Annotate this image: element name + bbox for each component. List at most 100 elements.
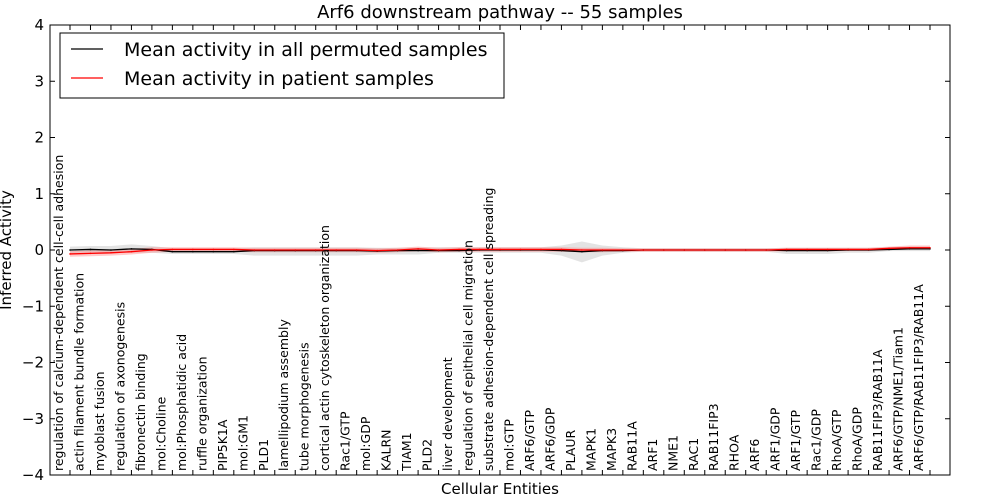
data-point-patient [171,248,174,251]
category-label: mol:GM1 [235,415,250,471]
category-label: mol:Choline [153,396,168,471]
legend-label-patient: Mean activity in patient samples [124,68,434,90]
category-label: ARF1/GDP [768,407,783,471]
data-point-patient [273,249,276,251]
y-tick-label: −4 [22,466,44,484]
data-point-patient [622,249,624,251]
category-label: RhoA/GDP [850,407,865,471]
data-point-permuted [806,249,808,252]
category-label: mol:Phosphatidic acid [174,334,189,471]
category-label: tube morphogenesis [297,342,312,471]
y-tick-label: −1 [22,297,44,315]
data-point-permuted [826,249,829,252]
category-label: PLAUR [563,430,578,471]
category-label: cortical actin cytoskeleton organization [317,225,332,471]
category-label: Rac1/GTP [338,411,353,471]
category-label: ARF6/GTP/NME1/Tiam1 [891,327,906,471]
data-point-patient [785,248,788,251]
x-axis-label: Cellular Entities [441,480,559,498]
data-point-patient [581,249,583,251]
category-label: mol:GTP [501,419,516,471]
y-axis-label: Inferred Activity [0,190,15,310]
category-label: PLD2 [420,439,435,471]
data-point-permuted [908,248,911,250]
category-labels: regulation of calcium-dependent cell-cel… [51,155,926,472]
y-tick-label: 0 [34,241,44,259]
category-label: Rac1/GDP [809,409,824,471]
category-label: ARF6/GTP [522,410,537,471]
category-label: substrate adhesion-dependent cell spread… [481,188,496,471]
category-label: ARF6/GTP/RAB11FIP3/RAB11A [911,284,926,471]
category-label: liver development [440,357,455,471]
y-tick-label: 4 [34,16,44,34]
chart-title: Arf6 downstream pathway -- 55 samples [317,2,683,23]
y-tick-labels: 4 3 2 1 0 −1 −2 −3 −4 [22,16,44,484]
category-label: regulation of calcium-dependent cell-cel… [51,155,66,471]
data-point-permuted [888,248,890,251]
category-label: MAPK3 [604,428,619,471]
data-point-permuted [785,249,788,252]
y-tick-label: 1 [34,185,44,203]
band-permuted [70,241,930,263]
data-point-permuted [560,249,563,252]
data-point-permuted [929,248,931,250]
category-label: KALRN [379,429,394,471]
data-point-patient [683,249,686,251]
category-label: myoblast fusion [92,371,107,471]
category-label: MAPK1 [583,428,598,471]
data-point-patient [908,246,911,249]
band-patient [70,245,930,257]
category-label: RHOA [727,434,742,471]
category-label: PLD1 [256,439,271,471]
category-label: mol:GDP [358,416,373,471]
data-point-permuted [171,250,174,253]
category-label: RAC1 [686,438,701,471]
data-point-patient [826,248,829,251]
y-tick-label: −3 [22,410,44,428]
legend-box [59,32,505,99]
data-point-permuted [110,249,112,251]
legend: Mean activity in all permuted samples Me… [59,32,505,99]
y-tick-label: 2 [34,129,44,147]
data-point-patient [519,248,522,251]
data-point-patient [703,249,706,251]
y-tick-label: 3 [34,72,44,90]
y-tick-label: −2 [22,354,44,372]
category-label: regulation of epithelial cell migration [461,240,476,471]
data-point-patient [601,249,604,251]
legend-label-permuted: Mean activity in all permuted samples [124,39,487,61]
category-label: TIAM1 [399,432,414,472]
data-point-patient [499,248,501,251]
data-point-patient [376,249,378,252]
confidence-bands [70,241,930,263]
axis-ticks [50,24,950,476]
category-label: ARF1/GTP [788,410,803,471]
data-point-permuted [130,248,133,250]
category-label: RAB11FIP3 [706,403,721,471]
data-point-patient [396,249,399,251]
category-label: ARF6/GDP [542,407,557,471]
data-point-patient [642,249,645,251]
data-point-patient [69,253,71,255]
data-point-patient [663,249,665,251]
series-lines [69,246,931,255]
data-point-patient [888,247,890,250]
data-point-permuted [212,250,215,253]
data-point-patient [130,250,133,253]
data-point-patient [847,248,849,251]
data-point-permuted [233,250,235,253]
category-label: PIP5K1A [215,419,230,471]
data-point-patient [806,248,808,251]
category-label: RAB11FIP3/RAB11A [870,349,885,471]
data-point-permuted [69,249,71,251]
category-label: regulation of axonogenesis [112,302,127,471]
data-point-permuted [192,250,194,253]
category-label: ARF1 [645,439,660,471]
data-point-permuted [458,249,460,252]
data-point-patient [560,248,563,251]
category-label: lamellipodium assembly [276,319,291,471]
data-point-patient [478,248,481,251]
data-point-patient [233,248,235,251]
category-label: NME1 [665,435,680,471]
